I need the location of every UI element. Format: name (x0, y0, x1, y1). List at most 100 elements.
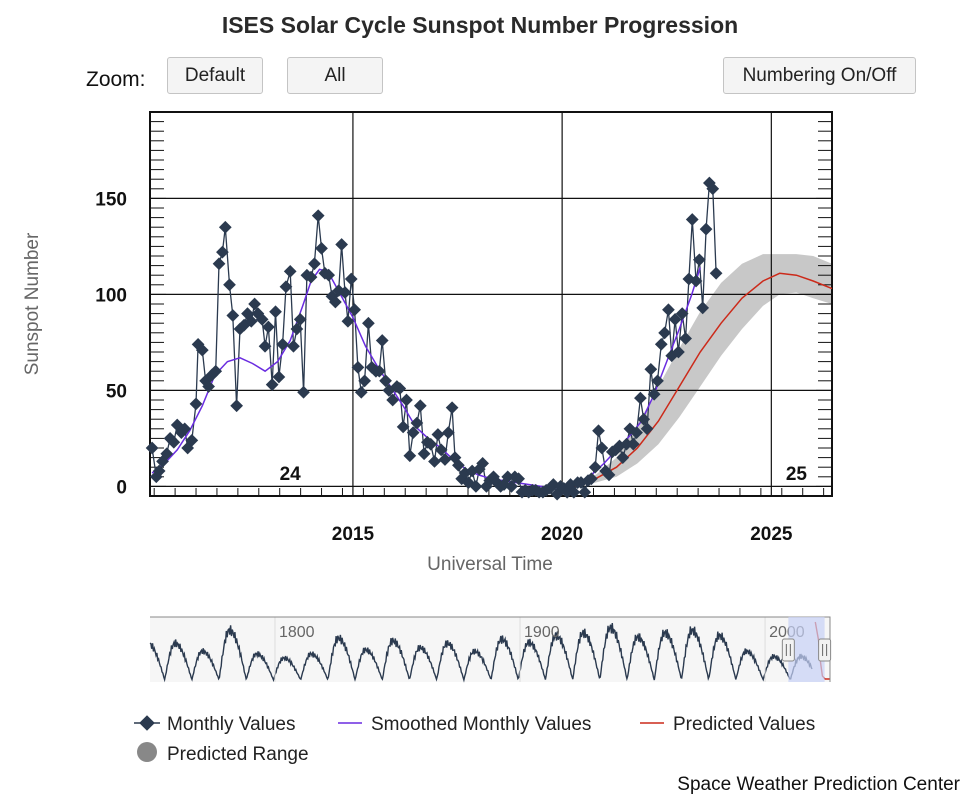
monthly-point (354, 385, 368, 399)
monthly-point (283, 264, 297, 278)
monthly-point (428, 455, 441, 468)
monthly-point (452, 458, 465, 472)
monthly-point (658, 326, 671, 340)
monthly-point (424, 437, 438, 451)
navigator[interactable]: 1800 1900 2000 (149, 616, 832, 683)
zoom-default-button[interactable]: Default (167, 57, 263, 94)
monthly-point (372, 364, 386, 378)
monthly-point (258, 339, 272, 353)
monthly-point (297, 385, 310, 399)
legend-monthly-label: Monthly Values (167, 714, 296, 735)
monthly-point (654, 337, 668, 351)
monthly-point (668, 313, 682, 326)
monthly-point (189, 397, 203, 411)
legend-monthly-icon (139, 715, 155, 731)
monthly-point (434, 443, 448, 457)
monthly-point (308, 257, 321, 271)
smoothed-values-line (151, 267, 701, 490)
monthly-point (348, 303, 361, 317)
x-tick-label: 2015 (332, 524, 375, 545)
navigator-left-handle[interactable] (781, 638, 795, 662)
legend-predicted-label: Predicted Values (673, 714, 815, 735)
monthly-point (441, 426, 455, 440)
monthly-point (276, 337, 289, 351)
monthly-point (406, 426, 420, 439)
monthly-point (445, 401, 459, 415)
numbering-toggle-button[interactable]: Numbering On/Off (723, 57, 916, 94)
credit-text: Space Weather Prediction Center (677, 774, 960, 795)
monthly-point (567, 485, 581, 499)
legend-smoothed-label: Smoothed Monthly Values (371, 714, 591, 735)
x-axis-label: Universal Time (427, 554, 553, 575)
monthly-point (476, 457, 490, 470)
plot-frame (149, 111, 833, 497)
monthly-point (272, 370, 286, 384)
predicted-values-line (574, 272, 833, 488)
y-tick-label: 50 (106, 381, 127, 402)
monthly-point (226, 309, 240, 322)
monthly-point (152, 464, 166, 478)
monthly-point (685, 213, 699, 226)
monthly-point (195, 343, 209, 357)
legend: Monthly Values Smoothed Monthly Values P… (134, 714, 815, 765)
monthly-point (279, 280, 293, 294)
monthly-point (344, 272, 358, 286)
monthly-point (679, 332, 692, 345)
plot-area: 0 50 100 150 2015 2020 2025 24 25 (95, 111, 833, 545)
chart-title: ISES Solar Cycle Sunspot Number Progress… (221, 12, 739, 38)
monthly-point (620, 437, 633, 451)
monthly-point (413, 399, 427, 413)
monthly-point (396, 420, 410, 434)
monthly-point (393, 382, 407, 395)
monthly-point (672, 345, 685, 359)
monthly-point (185, 433, 199, 447)
legend-range-icon (137, 742, 157, 762)
monthly-point (512, 472, 525, 486)
legend-item-predicted[interactable]: Predicted Values (640, 714, 815, 735)
monthly-point (588, 460, 602, 474)
legend-item-smoothed[interactable]: Smoothed Monthly Values (338, 714, 591, 735)
y-tick-label: 0 (116, 477, 127, 498)
zoom-label: Zoom: (86, 68, 146, 91)
monthly-point (410, 416, 424, 430)
zoom-all-button[interactable]: All (287, 57, 383, 94)
monthly-point (362, 316, 375, 330)
monthly-point (338, 286, 352, 299)
monthly-point (304, 270, 318, 284)
monthly-point (167, 435, 181, 449)
monthly-point (160, 447, 174, 461)
monthly-point (315, 241, 328, 255)
monthly-point (634, 391, 647, 405)
y-tick-label: 150 (95, 189, 127, 210)
monthly-point (145, 441, 159, 455)
x-tick-label: 2020 (541, 524, 583, 545)
cycle-label: 25 (786, 464, 808, 485)
legend-item-monthly[interactable]: Monthly Values (134, 714, 296, 735)
navigator-year-label: 1900 (524, 624, 560, 641)
monthly-point (592, 424, 605, 438)
monthly-point (602, 468, 616, 482)
monthly-point (230, 399, 243, 413)
monthly-point (212, 257, 226, 271)
y-tick-label: 100 (95, 285, 127, 306)
monthly-point (218, 220, 232, 234)
legend-item-range[interactable]: Predicted Range (137, 742, 309, 765)
monthly-point (699, 222, 713, 236)
monthly-point (469, 480, 483, 493)
navigator-background (150, 617, 830, 682)
monthly-point (438, 453, 452, 466)
monthly-point (287, 339, 300, 353)
predicted-range-band (574, 254, 832, 487)
monthly-point (696, 301, 710, 315)
monthly-point (578, 485, 592, 499)
monthly-point (202, 380, 215, 393)
monthly-point (341, 314, 355, 328)
monthly-point (692, 253, 706, 267)
monthly-point (630, 426, 643, 439)
navigator-right-handle[interactable] (818, 638, 832, 662)
monthly-point (644, 362, 658, 376)
cycle-label: 24 (280, 464, 302, 485)
handle-body (781, 638, 795, 662)
monthly-point (662, 303, 675, 317)
